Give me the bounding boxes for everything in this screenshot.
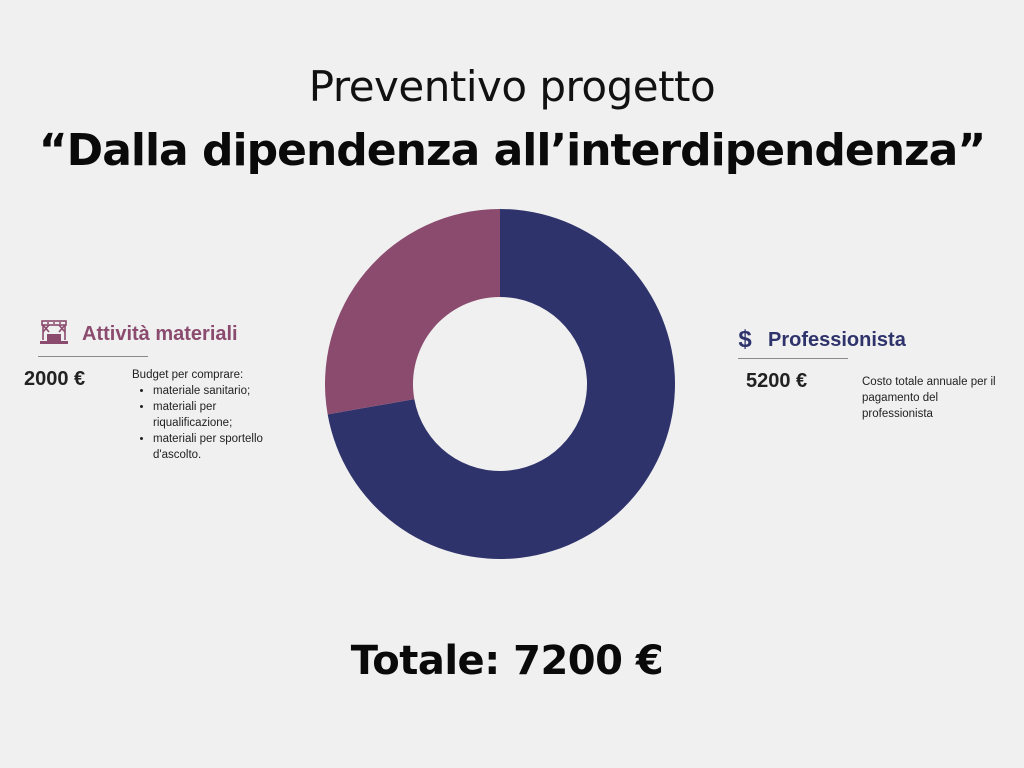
description-professionista: Costo totale annuale per il pagamento de… — [862, 376, 996, 420]
legend-body: 5200 € Costo totale annuale per il pagam… — [736, 369, 1006, 422]
stage-icon — [38, 318, 70, 351]
donut-slice-attivit-materiali — [325, 209, 500, 415]
description-attivita: Budget per comprare: materiale sanitario… — [132, 367, 282, 463]
dollar-icon: $ — [738, 326, 752, 353]
legend-header: Attività materiali — [38, 316, 304, 352]
legend-divider — [38, 356, 148, 357]
list-item: materiale sanitario; — [153, 383, 282, 399]
amount-professionista: 5200 € — [746, 370, 808, 392]
description-intro: Budget per comprare: — [132, 369, 244, 381]
legend-header: $ Professionista — [736, 322, 1006, 358]
legend-title-professionista: Professionista — [768, 328, 906, 351]
list-item: materiali per sportello d'ascolto. — [153, 431, 282, 463]
donut-chart — [325, 209, 675, 559]
amount-attivita: 2000 € — [24, 368, 86, 390]
legend-attivita-materiali: Attività materiali 2000 € Budget per com… — [24, 316, 304, 463]
legend-title-attivita: Attività materiali — [82, 322, 238, 345]
chart-title: Preventivo progetto — [308, 62, 716, 111]
legend-professionista: $ Professionista 5200 € Costo totale ann… — [736, 322, 1006, 422]
list-item: materiali per riqualificazione; — [153, 399, 282, 431]
legend-divider — [738, 358, 848, 359]
donut-slice-professionista — [327, 209, 675, 559]
total-label: Totale: 7200 € — [350, 638, 664, 684]
items-list: materiale sanitario; materiali per riqua… — [132, 383, 282, 463]
chart-subtitle: “Dalla dipendenza all’interdipendenza” — [38, 125, 987, 176]
legend-body: 2000 € Budget per comprare: materiale sa… — [24, 367, 304, 463]
